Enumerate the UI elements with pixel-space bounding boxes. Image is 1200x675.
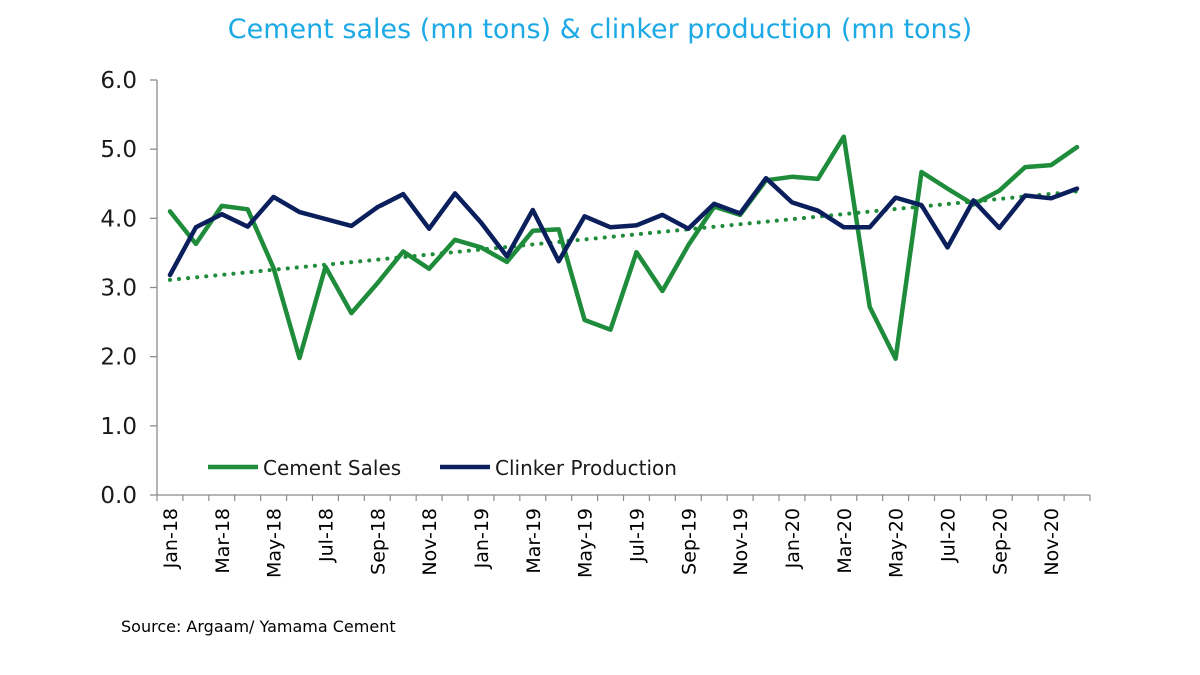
legend: Cement Sales Clinker Production <box>208 456 677 480</box>
x-tick-label: Jan-18 <box>160 508 182 569</box>
chart-title: Cement sales (mn tons) & clinker product… <box>227 14 973 45</box>
y-tick-label: 5.0 <box>100 137 137 163</box>
x-tick-label: Sep-19 <box>678 508 700 575</box>
y-tick-label: 4.0 <box>100 206 137 232</box>
x-tick-label: Nov-18 <box>419 508 441 576</box>
x-tick-label: Mar-18 <box>212 508 234 574</box>
x-tick-label: Sep-18 <box>367 508 389 575</box>
x-tick-label: Mar-20 <box>834 508 856 574</box>
legend-label: Cement Sales <box>263 456 401 480</box>
y-tick-label: 2.0 <box>100 345 137 371</box>
y-tick-label: 3.0 <box>100 276 137 302</box>
x-tick-label: Jul-18 <box>315 508 337 563</box>
x-tick-label: May-20 <box>886 508 908 578</box>
x-tick-label: Jul-20 <box>937 508 959 563</box>
x-tick-label: Sep-20 <box>989 508 1011 575</box>
y-tick-label: 6.0 <box>100 68 137 94</box>
x-tick-label: May-19 <box>575 508 597 578</box>
series-line-clinker-production <box>167 175 1080 278</box>
x-tick-label: Nov-19 <box>730 508 752 576</box>
x-axis: Jan-18 Mar-18 May-18 Jul-18 Sep-18 Nov-18 Jan-… <box>156 494 1091 578</box>
y-axis: 0.0 1.0 2.0 3.0 4.0 5.0 6.0 <box>100 68 158 509</box>
y-tick-label: 0.0 <box>100 483 137 509</box>
y-tick-label: 1.0 <box>100 414 137 440</box>
series-line-cement-sales <box>167 134 1080 361</box>
series-lines <box>167 134 1080 361</box>
x-tick-label: Jan-20 <box>782 508 804 569</box>
x-tick-label: May-18 <box>264 508 286 578</box>
source-note: Source: Argaam/ Yamama Cement <box>121 617 396 636</box>
legend-label: Clinker Production <box>495 456 677 480</box>
x-tick-label: Mar-19 <box>523 508 545 574</box>
x-tick-label: Jul-19 <box>626 508 648 563</box>
trendline <box>167 189 1080 282</box>
x-tick-label: Jan-19 <box>471 508 493 569</box>
x-tick-label: Nov-20 <box>1041 508 1063 576</box>
